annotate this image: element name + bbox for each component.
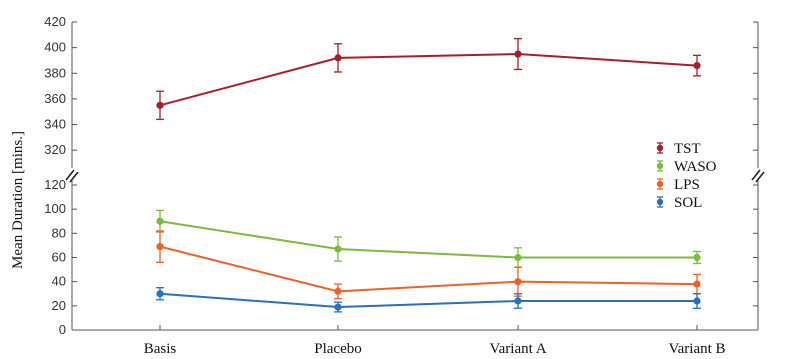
legend-marker	[656, 180, 664, 188]
y-tick-label: 60	[52, 250, 66, 265]
y-tick-label: 80	[52, 225, 66, 240]
data-point	[693, 297, 701, 305]
series-line-tst	[159, 53, 698, 107]
y-tick-label: 420	[44, 14, 66, 29]
y-axis-label: Mean Duration [mins.]	[10, 131, 26, 269]
y-tick-label: 40	[52, 274, 66, 289]
data-point	[514, 278, 522, 286]
series-waso	[156, 209, 701, 268]
data-point	[693, 253, 701, 262]
y-tick-label: 340	[44, 117, 66, 132]
data-point	[156, 217, 164, 225]
data-point	[156, 243, 164, 251]
axis-break-left-a	[65, 169, 75, 181]
series-line-sol	[159, 292, 697, 309]
data-point	[334, 287, 342, 295]
data-point	[334, 303, 342, 311]
series-line-waso	[159, 220, 697, 259]
legend-label: SOL	[674, 195, 702, 211]
data-point	[156, 101, 164, 109]
data-point	[514, 297, 522, 305]
y-tick-label: 120	[44, 177, 66, 192]
x-tick-label: Variant B	[668, 341, 725, 357]
y-tick-label: 20	[52, 298, 66, 313]
axis-break-right-b	[755, 171, 765, 183]
data-point	[156, 290, 164, 298]
legend-marker	[656, 144, 664, 152]
series-line-lps	[159, 245, 698, 293]
data-point	[334, 245, 342, 253]
data-point	[514, 50, 522, 58]
legend-marker	[656, 162, 664, 170]
x-tick-label: Basis	[144, 341, 177, 357]
axis-break-left-b	[69, 171, 79, 183]
data-point	[514, 253, 522, 262]
series-sol	[156, 287, 701, 313]
y-tick-label: 380	[44, 65, 66, 80]
y-tick-label: 0	[59, 322, 66, 337]
y-tick-label: 320	[44, 142, 66, 157]
x-tick-label: Placebo	[314, 341, 361, 357]
legend-label: LPS	[674, 177, 700, 193]
legend-label: WASO	[674, 159, 717, 175]
legend-marker	[656, 198, 664, 206]
y-tick-label: 360	[44, 91, 66, 106]
data-point	[334, 54, 342, 62]
series-tst	[156, 38, 701, 121]
series-lps	[156, 230, 701, 300]
data-point	[693, 280, 701, 288]
legend: TST WASO LPS SOL	[656, 141, 717, 211]
y-tick-label: 400	[44, 40, 66, 55]
data-point	[693, 61, 701, 70]
y-tick-label: 100	[44, 201, 66, 216]
legend-label: TST	[674, 141, 701, 157]
x-tick-label: Variant A	[489, 341, 546, 357]
axis-break-right-a	[751, 169, 761, 181]
